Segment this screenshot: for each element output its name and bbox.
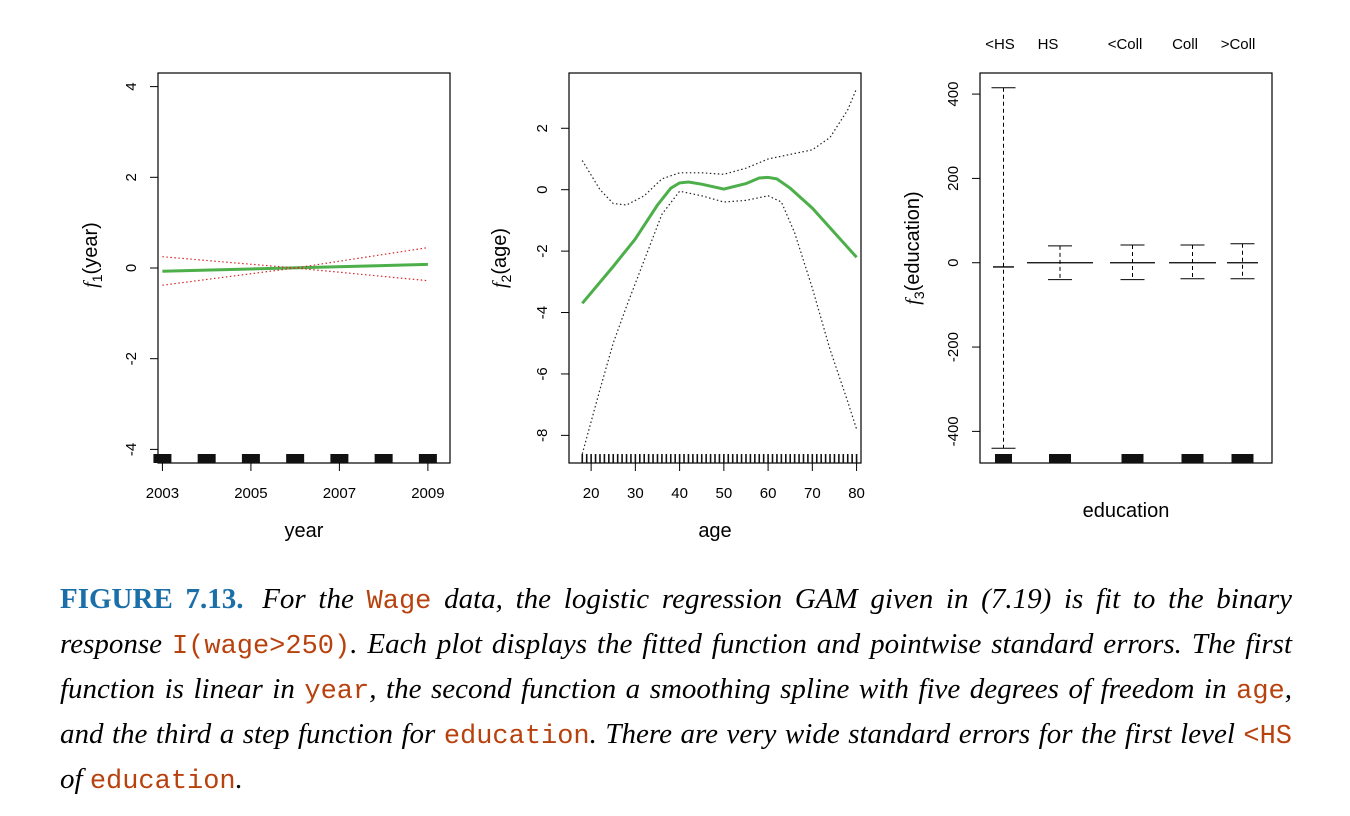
category-label: <Coll [1108, 36, 1143, 53]
y-tick-label: -4 [534, 306, 551, 319]
rug-mark [995, 454, 1012, 463]
rug-mark [374, 454, 393, 463]
category-label: >Coll [1221, 36, 1256, 53]
caption-code-education-2: education [89, 767, 236, 797]
caption-text-5: , and the third a step function for [60, 673, 1293, 750]
y-axis-label: f1(year) [80, 222, 105, 288]
x-tick-label: 2009 [411, 485, 444, 502]
panel-3: -400 -200 0 200 400 <HS HS <Coll Coll >Coll educat… [945, 36, 1273, 522]
caption-text-1: For the [262, 583, 354, 615]
x-tick-label: 30 [627, 485, 644, 502]
series-lower [581, 190, 858, 454]
caption-code-education: education [443, 722, 590, 752]
x-tick-label: 2005 [234, 485, 267, 502]
x-axis-label: education [1083, 500, 1170, 522]
x-tick-label: 50 [716, 485, 733, 502]
series-upper [162, 247, 428, 269]
caption-code-response: I(wage>250) [171, 632, 351, 662]
y-tick-label: 2 [534, 124, 551, 132]
y-tick-label: 200 [945, 166, 962, 191]
y-tick-label: -2 [534, 244, 551, 257]
x-tick-label: 80 [848, 485, 865, 502]
caption-text-8: . [235, 763, 243, 795]
x-tick-label: 40 [671, 485, 688, 502]
y-axis-label: f3(education) [902, 191, 927, 304]
y-tick-label: 0 [123, 264, 140, 272]
caption-text-3: . Each plot displays the fitted function… [60, 628, 1293, 705]
series-fit [581, 175, 858, 305]
rug-mark [241, 454, 260, 463]
series-lower [162, 267, 428, 286]
category-label: <HS [985, 36, 1015, 53]
y-tick-label: -2 [123, 352, 140, 365]
caption-code-age: age [1236, 677, 1285, 707]
rug-mark [330, 454, 349, 463]
rug-mark [418, 454, 437, 463]
y-tick-label: 2 [123, 173, 140, 181]
x-axis-label: year [285, 520, 324, 542]
y-axis-label: f2(age) [489, 228, 514, 288]
series-upper [581, 88, 858, 206]
rug-mark [1181, 454, 1204, 463]
x-tick-label: 60 [760, 485, 777, 502]
caption-text-2: data, the logistic regression GAM given … [60, 583, 1292, 660]
caption-text-4: , the second function a smoothing spline… [369, 673, 1227, 705]
y-tick-label: -8 [534, 429, 551, 442]
panel-1: 2003 2005 2007 2009 -4 -2 0 2 4 year [123, 72, 451, 542]
caption-code-wage: Wage [366, 587, 432, 617]
category-label: Coll [1172, 36, 1198, 53]
caption-label: FIGURE 7.13. [60, 583, 244, 615]
x-tick-label: 2007 [323, 485, 356, 502]
plot-frame [979, 72, 1273, 464]
rug-mark [286, 454, 305, 463]
x-axis-label: age [698, 520, 731, 542]
caption-code-year: year [304, 677, 370, 707]
x-tick-label: 70 [804, 485, 821, 502]
y-tick-label: -200 [945, 332, 962, 362]
caption-text-7: of [60, 763, 83, 795]
rug-mark [1049, 454, 1071, 463]
y-tick-label: -6 [534, 367, 551, 380]
rug-mark [1121, 454, 1144, 463]
category-label: HS [1038, 36, 1059, 53]
y-tick-label: 0 [534, 186, 551, 194]
y-tick-label: 0 [945, 259, 962, 267]
caption-text-6: . There are very wide standard errors fo… [589, 718, 1235, 750]
figure-caption: FIGURE 7.13. For the Wage data, the logi… [60, 578, 1292, 803]
rug-mark [1231, 454, 1254, 463]
y-tick-label: -4 [123, 443, 140, 456]
panel-2: 20 30 40 50 60 70 80 -8 -6 -4 -2 0 2 age [534, 72, 865, 542]
rug-mark [153, 454, 172, 463]
x-tick-label: 20 [583, 485, 600, 502]
y-tick-label: 400 [945, 82, 962, 107]
caption-code-hs: <HS [1243, 722, 1292, 752]
x-tick-label: 2003 [146, 485, 179, 502]
y-tick-label: -400 [945, 416, 962, 446]
rug-mark [197, 454, 216, 463]
y-tick-label: 4 [123, 82, 140, 90]
